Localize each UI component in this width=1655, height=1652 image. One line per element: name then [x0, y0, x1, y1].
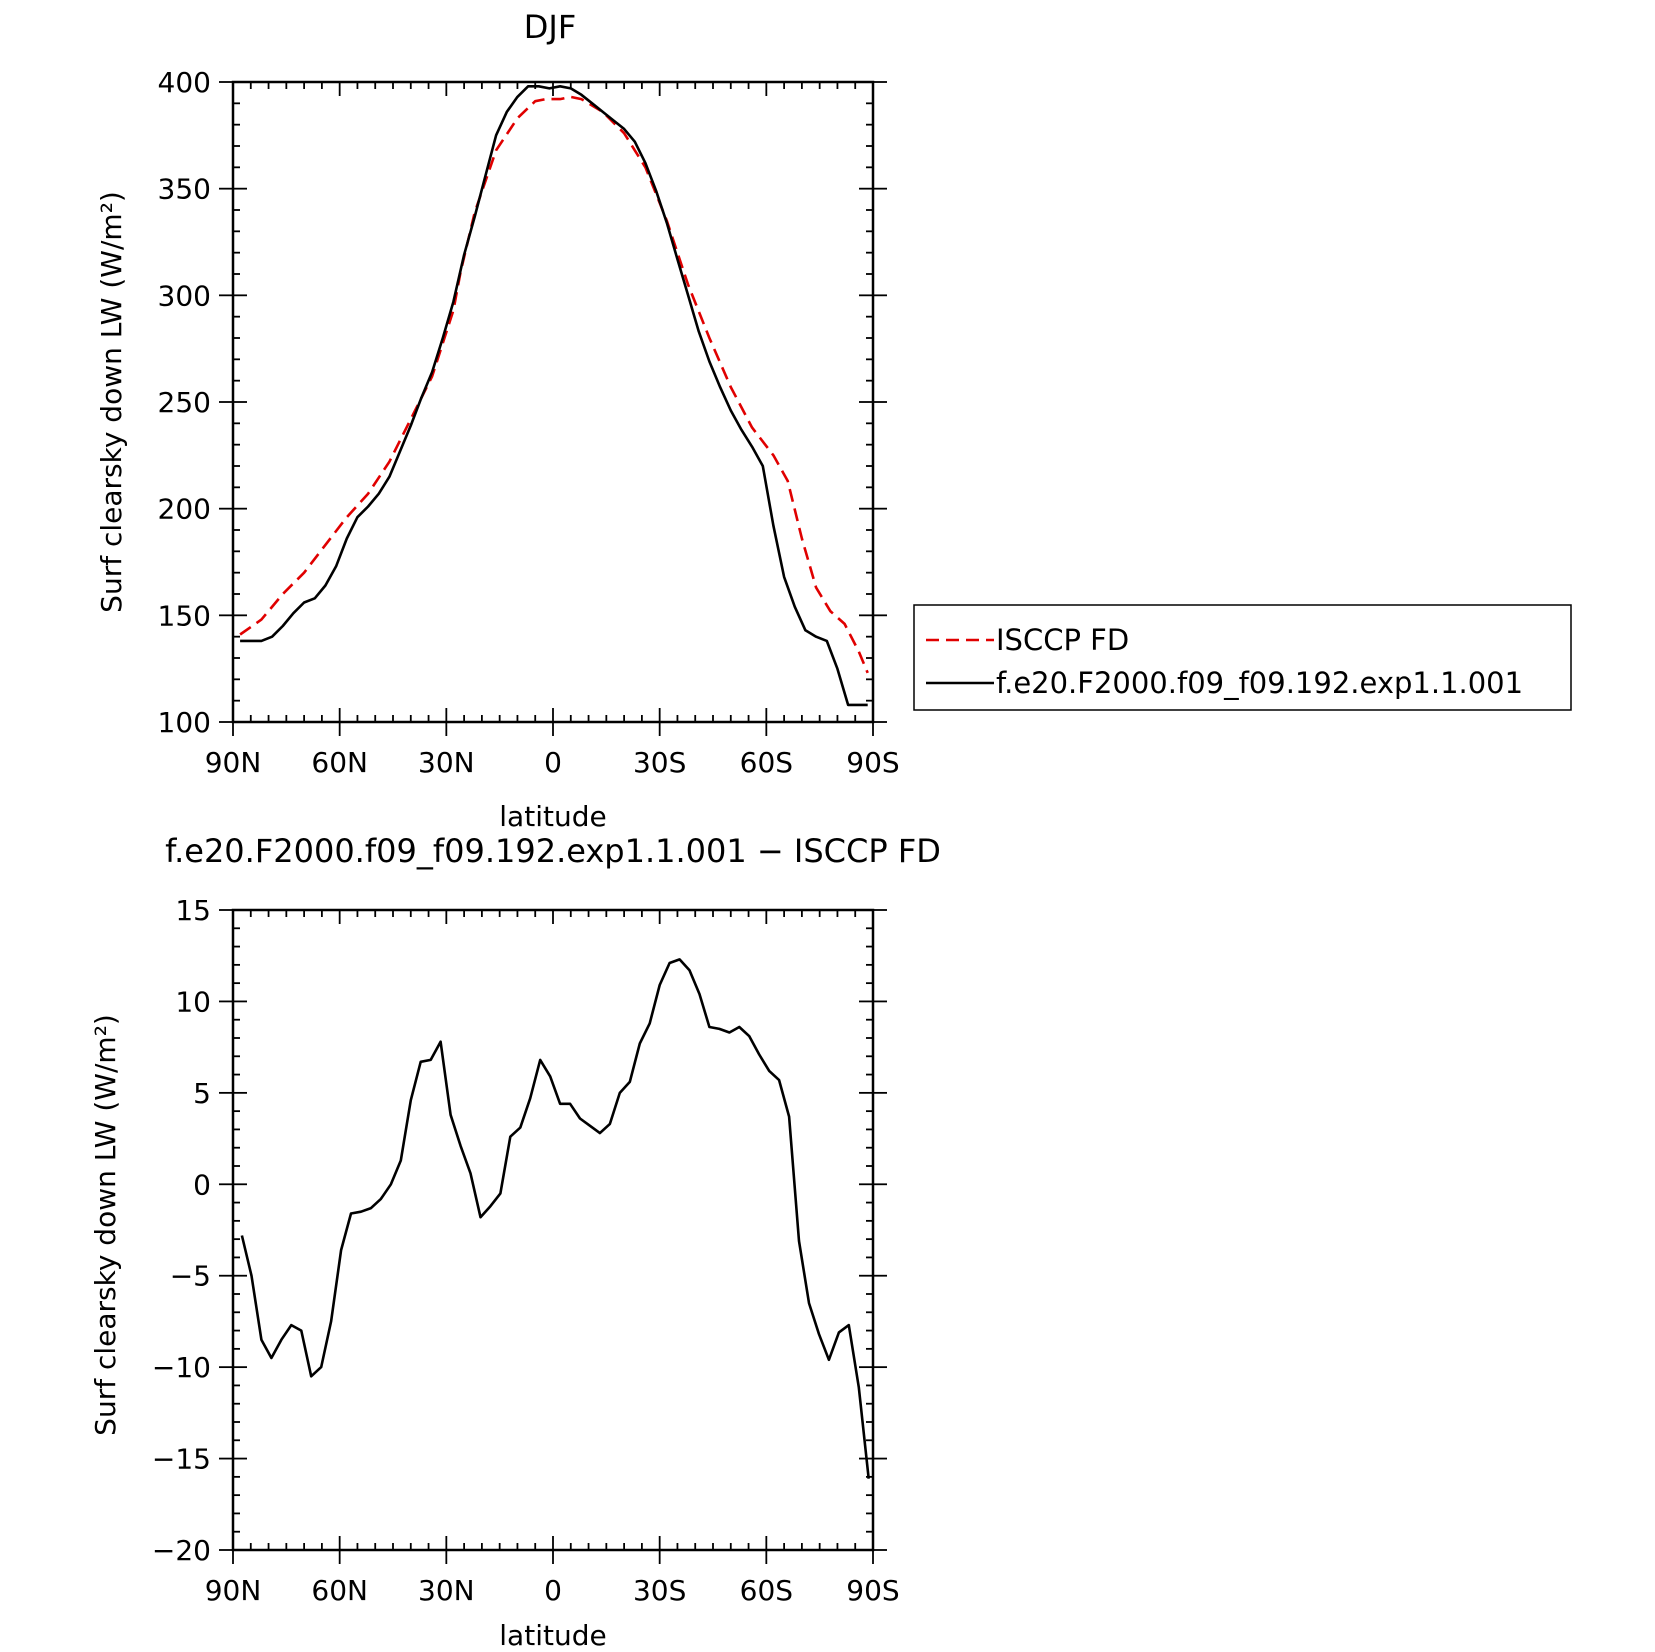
bottom-y-axis-label: Surf clearsky down LW (W/m²) — [89, 1014, 122, 1436]
top-y-tick-label: 350 — [158, 173, 211, 206]
top-series-line-1 — [240, 86, 868, 705]
bottom-x-tick-label: 90S — [846, 1574, 899, 1607]
top-chart-title: DJF — [524, 8, 576, 46]
top-tick-labels: 90N 60N 30N 0 30S 60S 90S 100 150 200 250 300 350 400 — [158, 66, 900, 779]
bottom-chart-title: f.e20.F2000.f09_f09.192.exp1.1.001 − ISC… — [165, 832, 941, 870]
top-series — [240, 86, 868, 705]
bottom-x-tick-label: 30N — [418, 1574, 475, 1607]
top-series-line-0 — [240, 97, 868, 673]
top-ticks — [219, 82, 887, 736]
bottom-tick-labels: 90N 60N 30N 0 30S 60S 90S −20 −15 −10 −5 0 5 10 15 — [152, 894, 900, 1607]
bottom-x-tick-label: 30S — [633, 1574, 686, 1607]
bottom-y-tick-label: −5 — [170, 1260, 211, 1293]
bottom-x-tick-label: 90N — [205, 1574, 262, 1607]
bottom-y-tick-label: 15 — [175, 894, 211, 927]
top-x-tick-label: 90S — [846, 746, 899, 779]
bottom-x-tick-label: 60S — [740, 1574, 793, 1607]
top-y-tick-label: 250 — [158, 386, 211, 419]
top-x-tick-label: 60N — [311, 746, 368, 779]
bottom-series — [242, 959, 869, 1478]
top-x-tick-label: 60S — [740, 746, 793, 779]
top-y-tick-label: 150 — [158, 599, 211, 632]
bottom-y-tick-label: −10 — [152, 1351, 211, 1384]
legend: ISCCP FD f.e20.F2000.f09_f09.192.exp1.1.0… — [914, 605, 1571, 710]
top-x-tick-label: 30N — [418, 746, 475, 779]
top-y-axis-label: Surf clearsky down LW (W/m²) — [95, 191, 128, 613]
bottom-x-tick-label: 0 — [544, 1574, 562, 1607]
top-panel: DJF 90N 60N 30N 0 30S 60S 90S 100 150 200 250 300 35… — [95, 8, 1571, 833]
top-y-tick-label: 200 — [158, 493, 211, 526]
legend-label-1: f.e20.F2000.f09_f09.192.exp1.1.001 — [996, 666, 1523, 700]
bottom-x-axis-label: latitude — [499, 1619, 606, 1652]
top-x-tick-label: 30S — [633, 746, 686, 779]
bottom-y-tick-label: 0 — [193, 1168, 211, 1201]
top-y-tick-label: 400 — [158, 66, 211, 99]
top-y-tick-label: 100 — [158, 706, 211, 739]
bottom-plot-frame — [233, 910, 873, 1550]
bottom-x-tick-label: 60N — [311, 1574, 368, 1607]
top-x-tick-label: 0 — [544, 746, 562, 779]
bottom-ticks — [219, 910, 887, 1564]
bottom-panel: f.e20.F2000.f09_f09.192.exp1.1.001 − ISC… — [89, 832, 941, 1652]
bottom-y-tick-label: −20 — [152, 1534, 211, 1567]
legend-label-0: ISCCP FD — [996, 623, 1129, 657]
bottom-y-tick-label: 10 — [175, 985, 211, 1018]
top-x-tick-label: 90N — [205, 746, 262, 779]
top-y-tick-label: 300 — [158, 279, 211, 312]
bottom-y-tick-label: 5 — [193, 1077, 211, 1110]
top-plot-frame — [233, 82, 873, 722]
top-x-axis-label: latitude — [499, 800, 606, 833]
bottom-series-line-0 — [242, 959, 869, 1478]
bottom-y-tick-label: −15 — [152, 1443, 211, 1476]
